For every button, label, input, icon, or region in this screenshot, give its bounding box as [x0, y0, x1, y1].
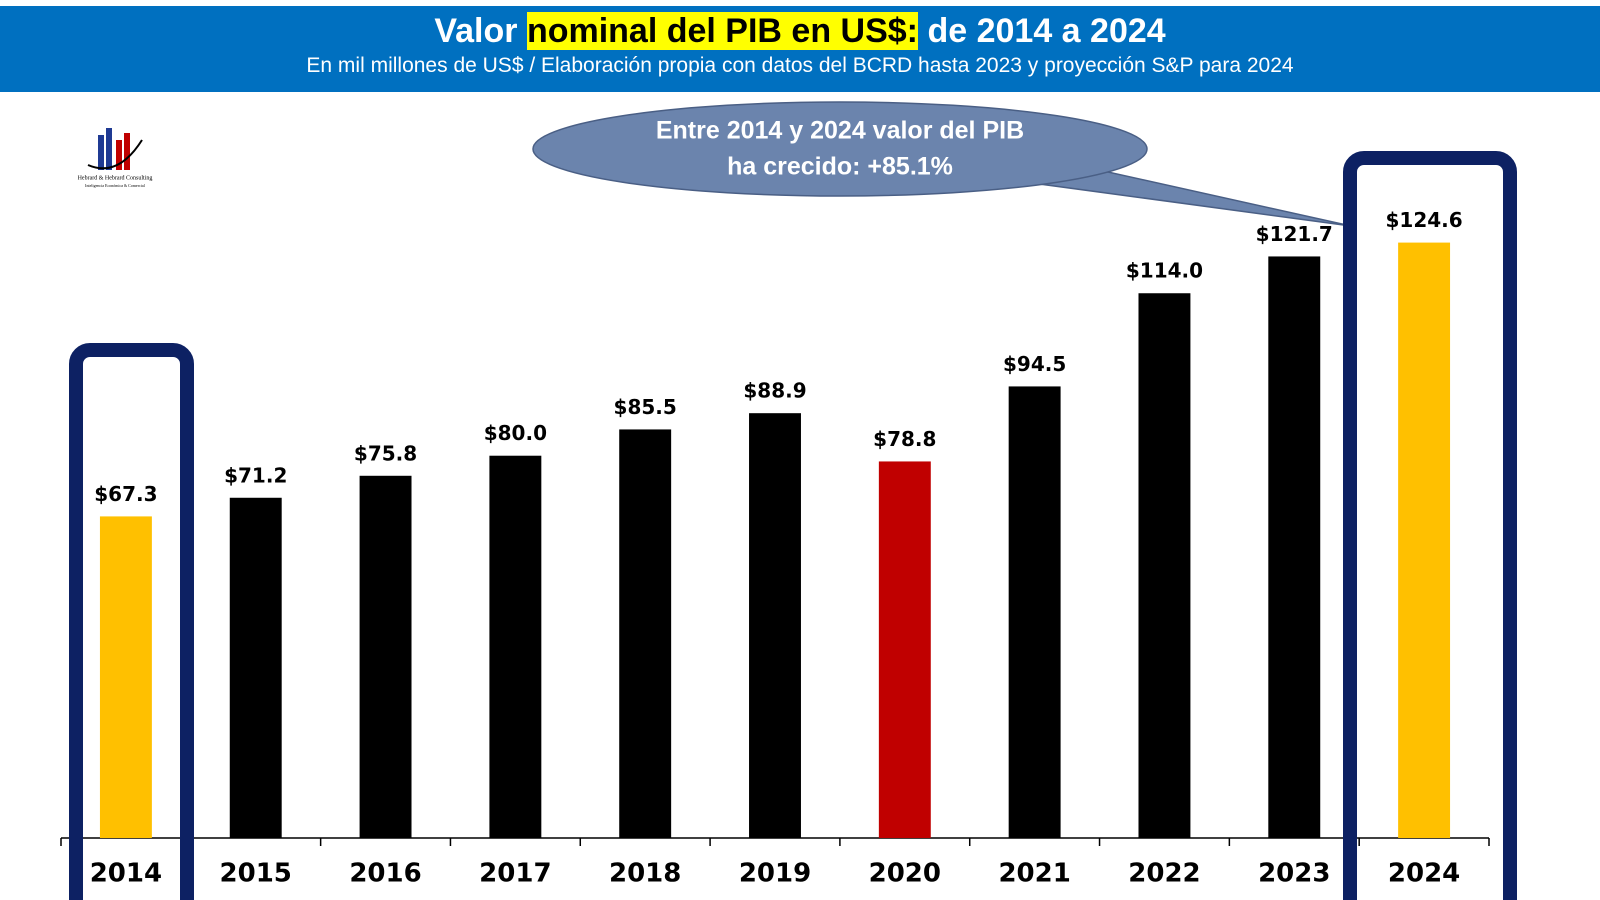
bar	[489, 455, 542, 838]
bar	[1268, 256, 1321, 838]
x-tick-label: 2021	[998, 859, 1070, 889]
logo-text: Inteligencia Económica & Comercial	[85, 183, 146, 188]
bar	[619, 429, 672, 838]
logo-shape	[124, 133, 130, 170]
value-label: $88.9	[743, 379, 806, 403]
x-tick-label: 2019	[739, 859, 811, 889]
value-label: $75.8	[354, 441, 417, 465]
title-part: de 2014 a 2024	[927, 12, 1166, 50]
x-tick-label: 2023	[1258, 859, 1330, 889]
value-label: $85.5	[614, 395, 677, 419]
x-tick-label: 2016	[349, 859, 421, 889]
x-tick-label: 2020	[869, 859, 941, 889]
x-tick-label: 2024	[1388, 859, 1460, 889]
callout-text: ha crecido: +85.1%	[727, 153, 953, 181]
header: Valor nominal del PIB en US$: de 2014 a …	[0, 6, 1600, 92]
value-label: $114.0	[1126, 259, 1203, 283]
title-highlight: nominal del PIB en US$:	[526, 12, 919, 50]
x-tick-label: 2017	[479, 859, 551, 889]
bar	[229, 497, 282, 838]
title-part: Valor	[434, 12, 518, 50]
value-label: $80.0	[484, 421, 547, 445]
x-tick-label: 2015	[220, 859, 292, 889]
bar	[359, 475, 412, 838]
bar	[99, 516, 152, 838]
callout-bubble	[532, 101, 1148, 197]
logo-text: Hebrard & Hebrard Consulting	[78, 175, 153, 181]
x-tick-label: 2018	[609, 859, 681, 889]
value-label: $71.2	[224, 463, 287, 487]
logo: Hebrard & Hebrard Consulting Inteligenci…	[78, 128, 153, 188]
highlight-box	[1343, 151, 1517, 900]
subtitle: En mil millones de US$ / Elaboración pro…	[306, 54, 1294, 77]
chart-title: Valor nominal del PIB en US$: de 2014 a …	[0, 10, 1600, 52]
logo-shape	[106, 128, 112, 170]
logo-shape	[98, 135, 104, 170]
value-label: $121.7	[1256, 222, 1333, 246]
value-label: $67.3	[94, 482, 157, 506]
bar	[878, 461, 931, 838]
bar	[1398, 242, 1451, 839]
highlight-box	[69, 343, 194, 900]
x-tick-label: 2014	[90, 859, 162, 889]
value-label: $94.5	[1003, 352, 1066, 376]
bar	[749, 413, 801, 838]
value-label: $78.8	[873, 427, 936, 451]
bar	[1008, 386, 1061, 838]
bar	[1138, 293, 1191, 838]
callout-text: Entre 2014 y 2024 valor del PIB	[656, 117, 1024, 145]
logo-swoosh	[87, 139, 143, 170]
logo-shape	[116, 140, 122, 170]
callout: Entre 2014 y 2024 valor del PIB ha creci…	[532, 101, 1352, 227]
x-tick-label: 2022	[1128, 859, 1200, 889]
value-label: $124.6	[1385, 208, 1462, 232]
